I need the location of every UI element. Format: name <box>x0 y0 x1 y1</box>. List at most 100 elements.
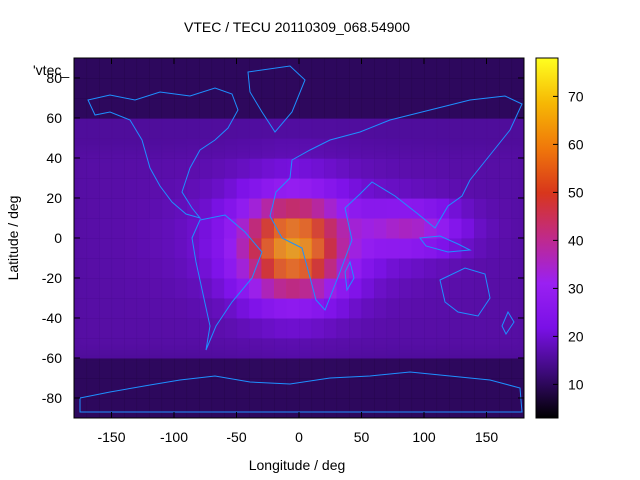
heatmap-cell <box>211 358 225 379</box>
heatmap-cell <box>186 278 200 299</box>
heatmap-cell <box>261 158 275 179</box>
heatmap-cell <box>311 98 325 119</box>
heatmap-cell <box>99 218 113 239</box>
heatmap-cell <box>386 138 400 159</box>
heatmap-cell <box>111 138 125 159</box>
heatmap-cell <box>336 218 350 239</box>
heatmap-cell <box>499 318 513 339</box>
heatmap-cell <box>249 138 263 159</box>
heatmap-cell <box>336 98 350 119</box>
heatmap-cell <box>411 318 425 339</box>
heatmap-cell <box>161 378 175 399</box>
heatmap-cell <box>136 318 150 339</box>
heatmap-cell <box>199 378 213 399</box>
heatmap-cell <box>436 58 450 79</box>
heatmap-cell <box>474 198 488 219</box>
heatmap-cell <box>161 338 175 359</box>
heatmap-cell <box>324 178 338 199</box>
heatmap-cell <box>274 318 288 339</box>
heatmap-cell <box>299 378 313 399</box>
heatmap-cell <box>74 398 88 418</box>
heatmap-cell <box>136 238 150 259</box>
heatmap-cell <box>249 278 263 299</box>
heatmap-cell <box>111 118 125 139</box>
colorbar-tick-label: 40 <box>568 232 584 248</box>
y-tick-label: 20 <box>46 190 62 206</box>
key-label: 'vtec_ <box>33 62 69 78</box>
heatmap-cell <box>349 98 363 119</box>
heatmap-cell <box>399 238 413 259</box>
heatmap-cell <box>224 118 238 139</box>
heatmap-cell <box>74 98 88 119</box>
heatmap-cell <box>461 178 475 199</box>
heatmap-cell <box>436 218 450 239</box>
coastline-north-america <box>87 87 239 219</box>
heatmap-cell <box>174 178 188 199</box>
heatmap-cell <box>499 358 513 379</box>
heatmap-cell <box>161 298 175 319</box>
heatmap-cell <box>274 278 288 299</box>
heatmap-cell <box>374 58 388 79</box>
heatmap-cell <box>461 58 475 79</box>
heatmap-cell <box>486 158 500 179</box>
heatmap-cell <box>449 238 463 259</box>
heatmap-cell <box>336 338 350 359</box>
heatmap-cell <box>99 98 113 119</box>
heatmap-cell <box>474 178 488 199</box>
heatmap-cell <box>511 258 524 279</box>
heatmap-cell <box>424 398 438 418</box>
heatmap-cell <box>199 278 213 299</box>
heatmap-cell <box>411 58 425 79</box>
heatmap-cell <box>99 338 113 359</box>
colorbar-tick-label: 60 <box>568 136 584 152</box>
heatmap-cell <box>436 398 450 418</box>
heatmap-cell <box>236 58 250 79</box>
heatmap-cell <box>486 338 500 359</box>
heatmap-cell <box>324 238 338 259</box>
heatmap-cell <box>286 278 300 299</box>
heatmap-cell <box>199 218 213 239</box>
heatmap-cell <box>299 298 313 319</box>
heatmap-cell <box>349 298 363 319</box>
heatmap-cell <box>124 138 138 159</box>
heatmap-cell <box>324 118 338 139</box>
heatmap-cell <box>374 378 388 399</box>
heatmap-cell <box>361 358 375 379</box>
heatmap-cell <box>449 98 463 119</box>
heatmap-cell <box>211 158 225 179</box>
heatmap-cell <box>136 98 150 119</box>
heatmap-cell <box>99 238 113 259</box>
heatmap-cell <box>224 358 238 379</box>
colorbar-tick-label: 10 <box>568 376 584 392</box>
heatmap-cell <box>511 218 524 239</box>
heatmap-cell <box>386 238 400 259</box>
heatmap-cell <box>261 118 275 139</box>
heatmap-cell <box>211 58 225 79</box>
heatmap-cell <box>449 358 463 379</box>
heatmap-cell <box>136 278 150 299</box>
heatmap-cell <box>486 398 500 418</box>
heatmap-cell <box>149 178 163 199</box>
heatmap-cell <box>486 278 500 299</box>
heatmap-cell <box>511 298 524 319</box>
heatmap-cell <box>136 338 150 359</box>
heatmap-cell <box>186 138 200 159</box>
heatmap-cell <box>411 238 425 259</box>
heatmap-cell <box>474 118 488 139</box>
heatmap-cell <box>499 78 513 99</box>
heatmap-cell <box>174 298 188 319</box>
colorbar <box>535 57 559 419</box>
heatmap-cell <box>436 98 450 119</box>
heatmap-field <box>74 58 524 418</box>
heatmap-cell <box>386 218 400 239</box>
heatmap-cell <box>161 178 175 199</box>
heatmap-cell <box>224 378 238 399</box>
heatmap-cell <box>224 158 238 179</box>
heatmap-cell <box>161 258 175 279</box>
heatmap-cell <box>399 378 413 399</box>
heatmap-cell <box>274 78 288 99</box>
heatmap-cell <box>86 178 100 199</box>
heatmap-cell <box>311 158 325 179</box>
heatmap-cell <box>261 58 275 79</box>
heatmap-cell <box>511 98 524 119</box>
